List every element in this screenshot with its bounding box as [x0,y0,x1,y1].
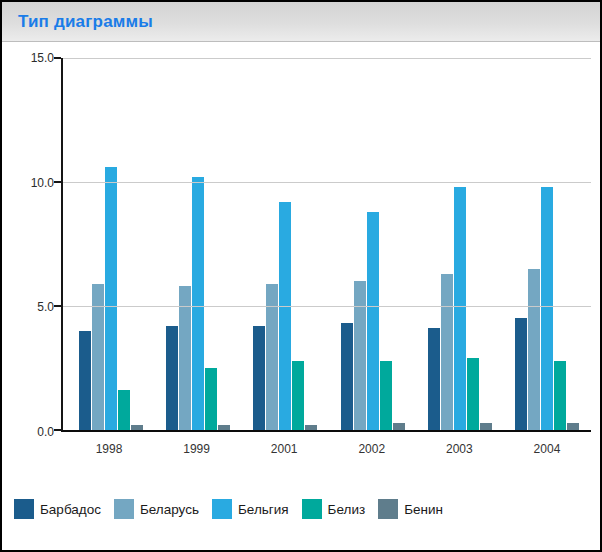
legend: Барбадос Беларусь Бельгия Белиз Бенин [14,499,443,519]
bar [118,390,130,430]
legend-entry[interactable]: Белиз [302,499,366,519]
bar [253,326,265,430]
x-tick-label: 2004 [515,442,579,456]
gridline [63,182,591,183]
y-axis-labels: 0.05.010.015.0 [8,58,54,432]
bar-group [341,58,405,430]
x-tick-label: 2001 [252,442,316,456]
bar [292,361,304,430]
legend-swatch [302,499,322,519]
bar-group [166,58,230,430]
legend-swatch [378,499,398,519]
legend-swatch [14,499,34,519]
y-tick-label: 10.0 [8,176,54,190]
x-tick-label: 1999 [165,442,229,456]
bar [279,202,291,430]
bar-group [253,58,317,430]
bar [367,212,379,430]
legend-swatch [114,499,134,519]
bar [79,331,91,430]
bar [441,274,453,430]
bar [131,425,143,430]
bar [528,269,540,430]
legend-label: Белиз [328,502,366,517]
legend-label: Бельгия [238,502,289,517]
legend-label: Беларусь [140,502,199,517]
bar [393,423,405,430]
y-tick-label: 15.0 [8,51,54,65]
bar [454,187,466,430]
legend-label: Барбадос [40,502,101,517]
x-tick-label: 1998 [77,442,141,456]
y-tick-label: 0.0 [8,425,54,439]
legend-swatch [212,499,232,519]
x-tick-label: 2003 [427,442,491,456]
legend-label: Бенин [404,502,443,517]
bar [179,286,191,430]
bar [205,368,217,430]
bar [541,187,553,430]
plot-area [61,58,591,432]
gridline [63,58,591,59]
legend-entry[interactable]: Бельгия [212,499,289,519]
chart-window: Тип диаграммы 0.0 5.0 10.0 15.0 1998 1999 200… [0,0,602,552]
bar [105,167,117,430]
legend-entry[interactable]: Барбадос [14,499,101,519]
bar [380,361,392,430]
bar [515,318,527,430]
bar [467,358,479,430]
y-axis-tick [54,305,61,307]
bar [554,361,566,430]
bar-groups-container [63,58,591,430]
panel-header: Тип диаграммы [2,2,600,42]
y-axis-tick [54,57,61,59]
x-axis-labels: 1998 1999 2001 2002 2003 2004 [61,442,591,456]
bar [305,425,317,430]
bar [218,425,230,430]
legend-entry[interactable]: Беларусь [114,499,199,519]
bar [341,323,353,430]
x-tick-label: 2002 [340,442,404,456]
bar [192,177,204,430]
legend-entry[interactable]: Бенин [378,499,443,519]
bar [428,328,440,430]
page-title[interactable]: Тип диаграммы [18,12,153,32]
y-axis-tick [54,181,61,183]
bar-group [79,58,143,430]
bar-group [515,58,579,430]
bar [166,326,178,430]
y-axis-tick [54,429,61,431]
y-tick-label: 5.0 [8,300,54,314]
bar [480,423,492,430]
bar-group [428,58,492,430]
bar [354,281,366,430]
gridline [63,306,591,307]
bar [567,423,579,430]
